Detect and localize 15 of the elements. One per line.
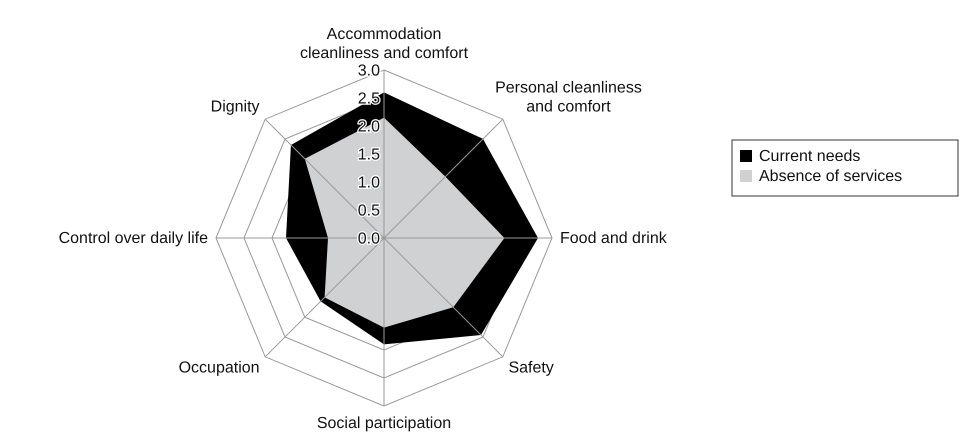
- spoke-label: Personal cleanliness and comfort: [495, 80, 642, 116]
- spoke-label: Accommodation cleanliness and comfort: [300, 26, 469, 62]
- y-tick-label: 1.0: [358, 174, 380, 192]
- spoke-label: Dignity: [210, 98, 260, 116]
- legend-label: Current needs: [759, 148, 860, 165]
- spoke-label: Safety: [508, 359, 554, 376]
- spoke-label: Occupation: [178, 359, 260, 376]
- legend-label: Absence of services: [759, 168, 902, 185]
- y-tick-label: 0.5: [358, 202, 380, 220]
- spoke-label: Control over daily life: [58, 230, 208, 247]
- spoke-label: Social participation: [316, 415, 452, 432]
- spoke-label: Food and drink: [560, 230, 668, 247]
- y-tick-label: 3.0: [358, 62, 380, 80]
- y-tick-label: 0.0: [358, 230, 380, 248]
- y-tick-label: 1.5: [358, 146, 380, 164]
